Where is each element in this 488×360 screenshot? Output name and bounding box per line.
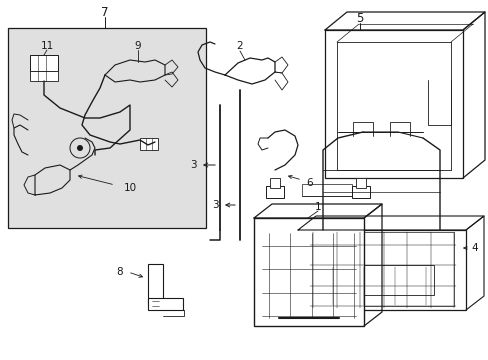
Bar — [30, 55, 58, 71]
Text: 9: 9 — [134, 41, 141, 51]
Bar — [307, 232, 453, 306]
Text: 2: 2 — [236, 41, 243, 51]
Bar — [265, 186, 284, 198]
Text: 10: 10 — [123, 183, 136, 193]
Bar — [269, 178, 280, 188]
Bar — [297, 230, 465, 310]
Bar — [253, 218, 363, 326]
Bar — [327, 265, 433, 295]
Text: 3: 3 — [189, 160, 196, 170]
Bar — [351, 186, 369, 198]
Circle shape — [77, 145, 83, 151]
Bar — [325, 30, 462, 178]
Bar — [355, 178, 365, 188]
Text: 11: 11 — [41, 41, 54, 51]
Bar — [148, 298, 183, 310]
Bar — [30, 71, 58, 81]
Bar — [140, 138, 158, 150]
Text: 5: 5 — [356, 12, 363, 24]
Text: 4: 4 — [471, 243, 477, 253]
Bar — [148, 264, 163, 304]
Text: 3: 3 — [211, 200, 218, 210]
Text: 8: 8 — [117, 267, 123, 277]
Bar — [8, 28, 205, 228]
Text: 1: 1 — [314, 202, 321, 212]
Bar — [302, 184, 351, 196]
Text: 7: 7 — [101, 5, 108, 18]
Text: 6: 6 — [306, 178, 313, 188]
